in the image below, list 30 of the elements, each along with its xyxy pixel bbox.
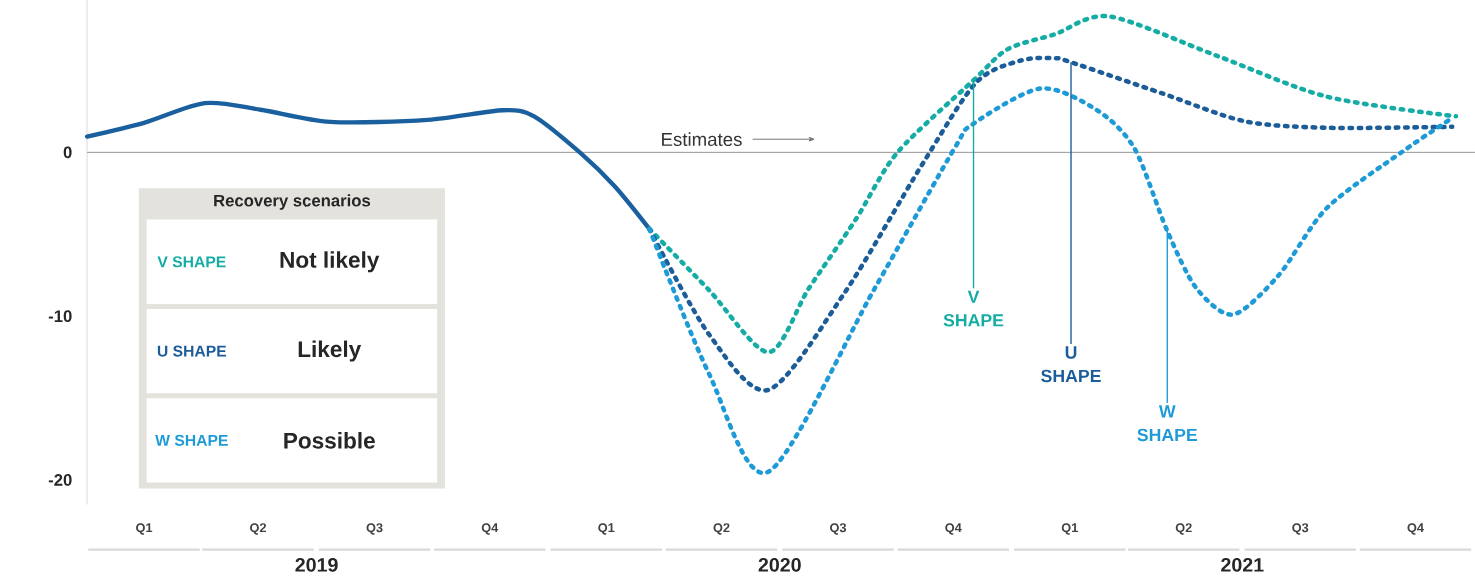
text: U SHAPE <box>157 345 227 357</box>
x-tick-label: Q1 <box>136 523 153 535</box>
x-tick-label: Q4 <box>1407 523 1424 535</box>
y-tick-label: 0 <box>63 146 72 159</box>
text: 2020 <box>758 557 801 572</box>
annotation: Possible <box>284 431 375 449</box>
text: 2019 <box>295 557 338 572</box>
annotation: Estimates <box>662 132 742 146</box>
x-tick-label: Q3 <box>830 523 847 535</box>
legend-title: Recovery scenarios <box>214 194 371 210</box>
x-tick-label: Q4 <box>945 523 962 535</box>
x-tick-label: Q4 <box>481 523 499 535</box>
annotation: V SHAPE <box>943 290 1004 327</box>
text: 2021 <box>1221 557 1264 572</box>
x-tick-label: Q2 <box>1175 523 1192 535</box>
x-tick-label: Q1 <box>1061 523 1078 535</box>
text: V SHAPE <box>157 256 226 268</box>
line-series <box>84 100 652 231</box>
x-tick-label: Q2 <box>713 523 730 535</box>
y-tick-label: -20 <box>48 473 72 486</box>
annotation: Not likely <box>280 251 380 273</box>
x-tick-label: Q1 <box>598 523 615 535</box>
x-tick-label: Q2 <box>250 523 267 535</box>
x-tick-label: Q3 <box>366 523 383 535</box>
annotation: Likely <box>298 340 362 362</box>
y-tick-label: -10 <box>48 310 72 322</box>
x-tick-label: Q3 <box>1292 523 1309 535</box>
text: W SHAPE <box>155 434 228 446</box>
annotation: U SHAPE <box>1041 346 1101 383</box>
annotation: W SHAPE <box>1137 405 1198 442</box>
